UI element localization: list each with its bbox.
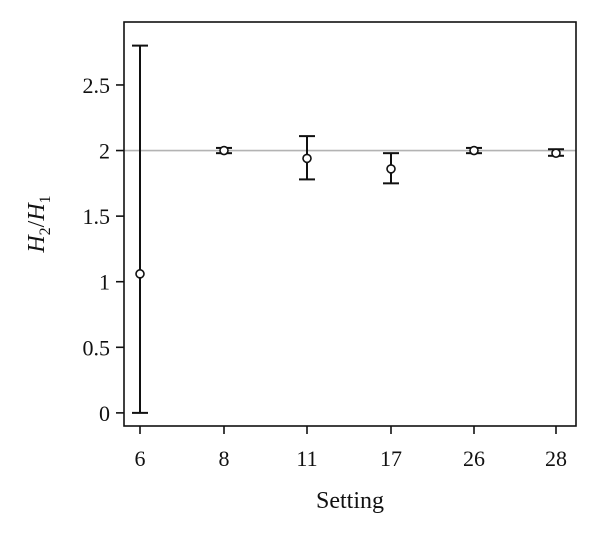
- data-point: [135, 269, 145, 279]
- plot-frame: [123, 21, 577, 427]
- y-axis-title-base2: H: [24, 202, 50, 222]
- data-point: [469, 145, 479, 156]
- x-tick-label: 8: [219, 446, 230, 471]
- y-tick-label: 1: [99, 270, 110, 295]
- y-tick-label: 0: [99, 401, 110, 426]
- x-axis-ticks: 6 8 11 17 26 28: [135, 426, 567, 471]
- data-point: [551, 148, 561, 158]
- data-point: [302, 153, 312, 164]
- x-tick-label: 17: [380, 446, 402, 471]
- y-tick-label: 2.5: [83, 73, 111, 98]
- y-axis-title-sub2: 1: [37, 195, 54, 203]
- x-tick-label: 28: [545, 446, 567, 471]
- y-axis-title: H2/H1: [24, 195, 54, 253]
- y-axis-title-sub1: 2: [37, 227, 54, 235]
- y-tick-label: 1.5: [83, 204, 111, 229]
- y-axis-title-sep: /: [24, 220, 50, 227]
- x-tick-label: 26: [463, 446, 485, 471]
- x-axis-title: Setting: [316, 488, 384, 514]
- error-bars: [132, 44, 564, 414]
- data-point: [219, 145, 229, 156]
- x-tick-label: 6: [135, 446, 146, 471]
- y-axis-title-base1: H: [24, 234, 50, 254]
- y-tick-label: 0.5: [83, 335, 111, 360]
- y-tick-label: 2: [99, 139, 110, 164]
- y-axis-ticks: 0 0.5 1 1.5 2 2.5: [83, 73, 124, 426]
- data-points: [135, 145, 561, 279]
- data-point: [386, 164, 396, 174]
- x-tick-label: 11: [296, 446, 317, 471]
